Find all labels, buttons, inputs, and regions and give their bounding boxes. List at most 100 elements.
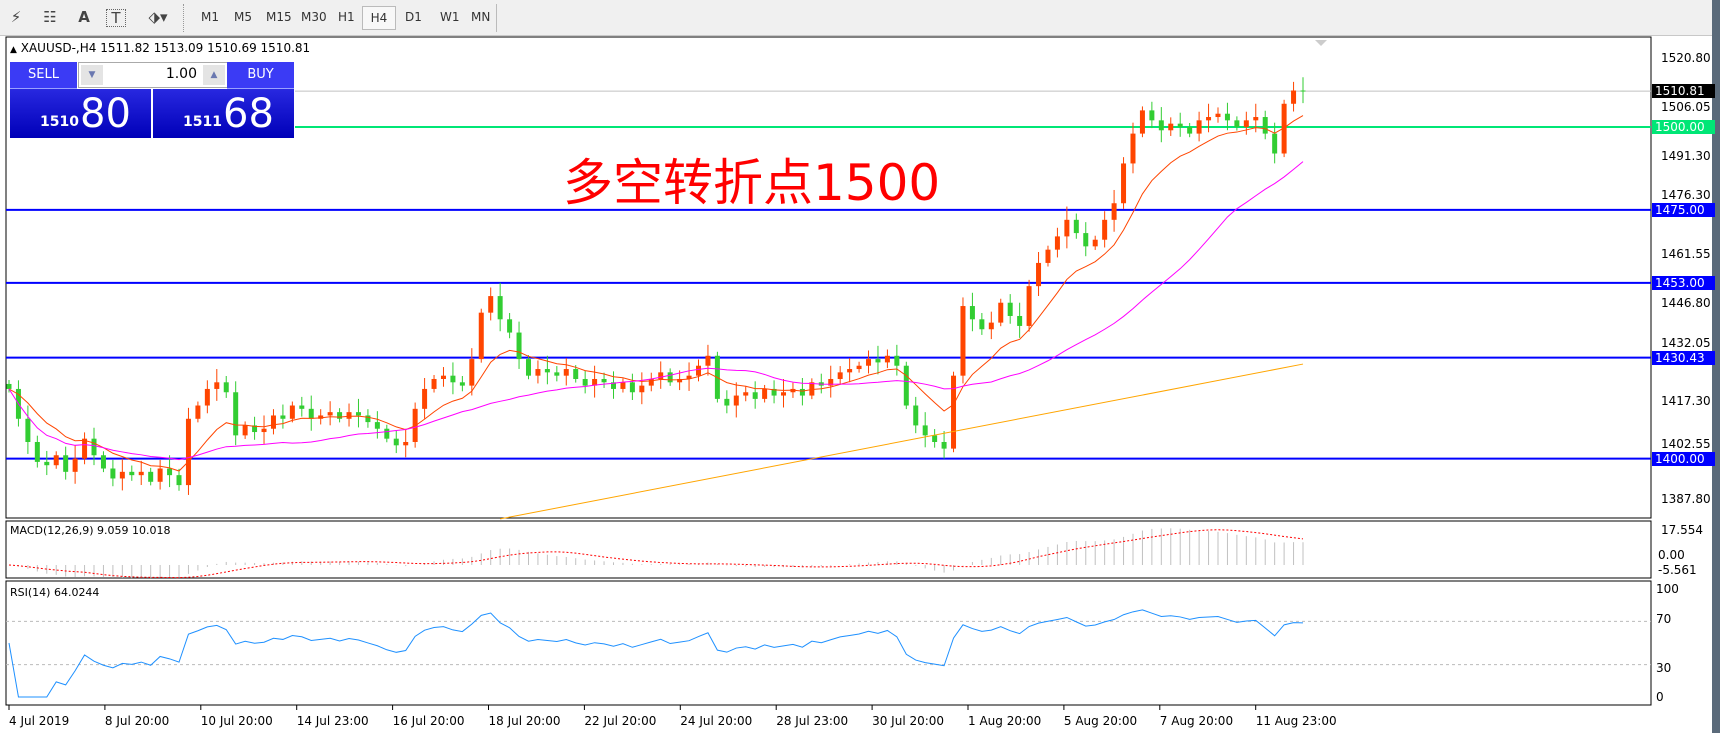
candle-body — [1092, 239, 1098, 247]
candle-body — [82, 438, 88, 459]
candle-body — [781, 392, 787, 396]
candle-body — [1007, 302, 1013, 316]
timeframe-m5[interactable]: M5 — [234, 10, 252, 24]
candle-body — [544, 369, 550, 373]
time-axis-label: 8 Jul 20:00 — [104, 714, 170, 728]
candle-body — [242, 425, 248, 436]
rsi-axis-100: 100 — [1656, 582, 1679, 596]
macd-axis-zero: 0.00 — [1658, 548, 1685, 562]
candle-body — [91, 438, 97, 456]
candle-body — [53, 455, 59, 466]
candle-body — [1234, 120, 1240, 127]
time-axis-label: 10 Jul 20:00 — [200, 714, 273, 728]
timeframe-mn[interactable]: MN — [471, 10, 491, 24]
timeframe-h4[interactable]: H4 — [362, 6, 396, 30]
candle-body — [1121, 163, 1127, 204]
sell-button[interactable]: SELL — [10, 62, 77, 89]
buy-button[interactable]: BUY — [227, 62, 294, 89]
candle-body — [809, 382, 815, 396]
timeframe-m30[interactable]: M30 — [301, 10, 327, 24]
timeframe-m15[interactable]: M15 — [266, 10, 292, 24]
elliott-wave-icon[interactable]: ⚡ — [10, 8, 22, 26]
macd-label: MACD(12,26,9) 9.059 10.018 — [10, 524, 171, 537]
text-label-icon[interactable]: T — [106, 9, 126, 27]
main-plot-frame — [5, 36, 1652, 519]
candle-body — [1224, 113, 1230, 121]
candle-body — [1281, 103, 1287, 154]
candle-body — [894, 355, 900, 366]
candle-body — [1036, 262, 1042, 287]
price-axis-label: 1506.05 — [1661, 99, 1711, 114]
candle-body — [875, 359, 881, 363]
sell-price-button[interactable]: 1510 80 — [10, 89, 151, 138]
candle-body — [648, 378, 654, 386]
candle-body — [280, 415, 286, 419]
timeframe-w1[interactable]: W1 — [440, 10, 460, 24]
level-price-tag: 1400.00 — [1652, 451, 1715, 466]
level-price-tag: 1475.00 — [1652, 202, 1715, 217]
candle-body — [884, 355, 890, 363]
arrows-icon[interactable]: ⬗▾ — [148, 8, 168, 26]
candle-body — [677, 378, 683, 383]
candle-body — [629, 382, 635, 393]
lot-value[interactable]: 1.00 — [165, 66, 197, 82]
current-price-tag: 1510.81 — [1652, 84, 1715, 99]
rsi-axis-30: 30 — [1656, 661, 1672, 675]
timeframe-d1[interactable]: D1 — [405, 10, 422, 24]
lot-decrease-button[interactable]: ▼ — [81, 65, 103, 85]
candle-body — [289, 405, 295, 419]
time-axis-label: 11 Aug 23:00 — [1255, 714, 1337, 728]
candle-body — [790, 388, 796, 393]
buy-price-small: 1511 — [183, 114, 222, 130]
candle-body — [1168, 123, 1174, 131]
candle-body — [1045, 249, 1051, 263]
candle-body — [998, 302, 1004, 323]
candle-body — [119, 471, 125, 479]
lot-increase-button[interactable]: ▲ — [203, 65, 225, 85]
candle-body — [828, 378, 834, 386]
candle-body — [743, 392, 749, 396]
chart-toolbar: ⚡ ☷ A T ⬗▾ M1 M5 M15 M30 H1 H4 D1 W1 MN — [0, 0, 1720, 36]
fibonacci-icon[interactable]: ☷ — [43, 8, 57, 26]
candle-body — [355, 412, 361, 416]
candle-body — [384, 428, 390, 439]
candle-body — [110, 468, 116, 479]
candle-body — [979, 319, 985, 330]
candle-body — [1177, 123, 1183, 127]
candle-body — [507, 319, 513, 333]
candle-body — [525, 359, 531, 376]
timeframe-h1[interactable]: H1 — [338, 10, 355, 24]
price-axis-label: 1520.80 — [1661, 51, 1711, 65]
candle-body — [922, 425, 928, 436]
candle-body — [686, 375, 692, 379]
candle-body — [856, 365, 862, 370]
candle-body — [431, 378, 437, 389]
time-axis-label: 24 Jul 20:00 — [680, 714, 753, 728]
candle-body — [771, 388, 777, 396]
candle-body — [129, 471, 135, 476]
text-icon[interactable]: A — [78, 8, 90, 26]
candle-body — [459, 382, 465, 386]
lot-size-field[interactable]: ▼ 1.00 ▲ — [78, 62, 228, 88]
time-axis-label: 7 Aug 20:00 — [1159, 714, 1234, 728]
price-axis-label: 1402.55 — [1661, 436, 1711, 451]
candle-body — [497, 296, 503, 320]
candle-body — [422, 388, 428, 409]
candle-body — [837, 372, 843, 379]
candle-body — [252, 425, 258, 433]
candle-body — [951, 375, 957, 449]
candle-body — [308, 408, 314, 419]
collapse-triangle-icon[interactable]: ▲ — [10, 45, 17, 55]
candle-body — [138, 471, 144, 476]
macd-axis-min: -5.561 — [1658, 563, 1697, 577]
candle-body — [1026, 286, 1032, 326]
candle-body — [34, 441, 40, 462]
rsi-axis-70: 70 — [1656, 612, 1672, 626]
buy-price-button[interactable]: 1511 68 — [153, 89, 294, 138]
candle-body — [1017, 315, 1023, 326]
candle-body — [969, 306, 975, 320]
candle-body — [204, 388, 210, 406]
timeframe-m1[interactable]: M1 — [201, 10, 219, 24]
pivot-annotation-text[interactable]: 多空转折点1500 — [563, 154, 941, 212]
